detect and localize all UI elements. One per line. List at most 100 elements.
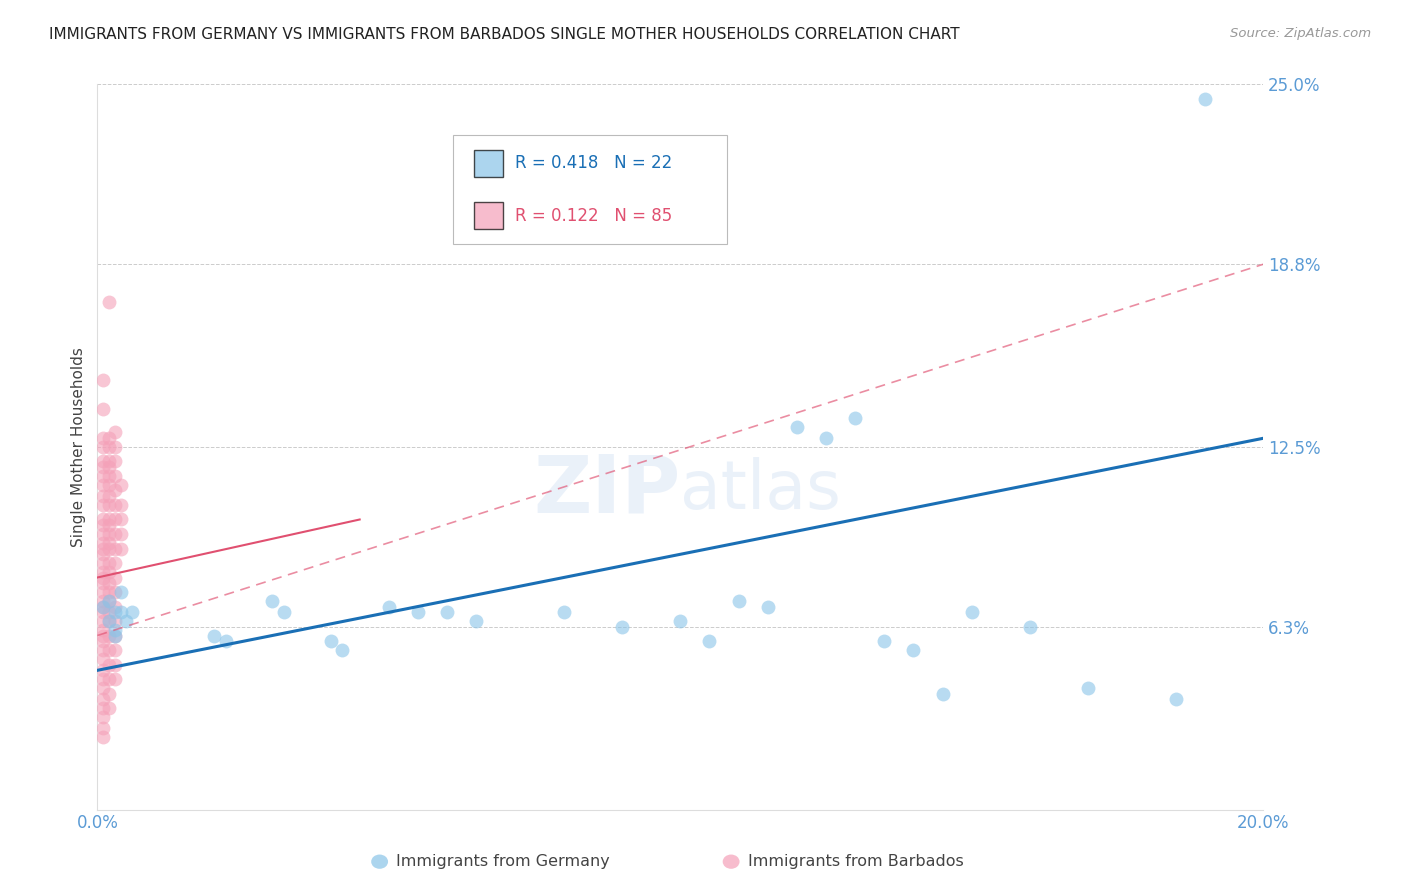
Point bbox=[110, 477, 132, 491]
Point bbox=[98, 460, 121, 475]
Point bbox=[104, 570, 127, 584]
Point bbox=[91, 692, 114, 706]
Point bbox=[98, 489, 121, 503]
Point bbox=[91, 518, 114, 533]
Point bbox=[465, 614, 488, 628]
Point bbox=[104, 469, 127, 483]
Point bbox=[91, 593, 114, 607]
Point bbox=[104, 541, 127, 556]
Point bbox=[1194, 92, 1216, 106]
Point bbox=[98, 477, 121, 491]
Y-axis label: Single Mother Households: Single Mother Households bbox=[72, 347, 86, 547]
Point bbox=[91, 570, 114, 584]
Point bbox=[110, 498, 132, 512]
Point bbox=[98, 593, 121, 607]
Text: ZIP: ZIP bbox=[533, 451, 681, 530]
Point bbox=[903, 643, 925, 657]
Point bbox=[110, 527, 132, 541]
Point bbox=[91, 730, 114, 744]
Point bbox=[319, 634, 342, 648]
Point bbox=[1019, 620, 1042, 634]
Point bbox=[91, 469, 114, 483]
Point bbox=[98, 686, 121, 700]
Point bbox=[98, 431, 121, 445]
Point bbox=[91, 599, 114, 614]
Point bbox=[406, 605, 429, 619]
Text: R = 0.122   N = 85: R = 0.122 N = 85 bbox=[515, 207, 672, 225]
Point bbox=[98, 614, 121, 628]
Point bbox=[110, 605, 132, 619]
Point bbox=[115, 614, 138, 628]
FancyBboxPatch shape bbox=[474, 202, 503, 229]
Point bbox=[330, 643, 353, 657]
Point bbox=[104, 643, 127, 657]
Point bbox=[98, 518, 121, 533]
Point bbox=[98, 605, 121, 619]
Point bbox=[669, 614, 692, 628]
Point bbox=[756, 599, 779, 614]
Point bbox=[104, 498, 127, 512]
Point bbox=[91, 672, 114, 686]
Point bbox=[91, 681, 114, 695]
Point bbox=[960, 605, 983, 619]
Point bbox=[104, 599, 127, 614]
Point bbox=[98, 628, 121, 642]
Point bbox=[91, 440, 114, 454]
Point bbox=[91, 512, 114, 526]
Text: Source: ZipAtlas.com: Source: ZipAtlas.com bbox=[1230, 27, 1371, 40]
Point bbox=[91, 643, 114, 657]
Point bbox=[91, 623, 114, 637]
Point bbox=[98, 565, 121, 579]
Point bbox=[91, 565, 114, 579]
Text: Immigrants from Germany: Immigrants from Germany bbox=[396, 855, 610, 869]
Point bbox=[91, 628, 114, 642]
Point bbox=[98, 701, 121, 715]
Point bbox=[91, 547, 114, 561]
Point bbox=[91, 541, 114, 556]
Point bbox=[91, 722, 114, 736]
Point bbox=[91, 585, 114, 599]
Text: Immigrants from Barbados: Immigrants from Barbados bbox=[748, 855, 963, 869]
Point bbox=[91, 599, 114, 614]
Point bbox=[104, 672, 127, 686]
Point bbox=[104, 623, 127, 637]
Point bbox=[98, 585, 121, 599]
Point bbox=[104, 454, 127, 468]
Point bbox=[91, 651, 114, 665]
Point bbox=[98, 440, 121, 454]
Point bbox=[98, 295, 121, 310]
Point bbox=[91, 402, 114, 417]
Point bbox=[98, 643, 121, 657]
Point bbox=[553, 605, 575, 619]
Point bbox=[98, 469, 121, 483]
Point bbox=[91, 431, 114, 445]
Point bbox=[98, 454, 121, 468]
Point bbox=[273, 605, 295, 619]
Point bbox=[1164, 692, 1187, 706]
Point bbox=[91, 535, 114, 549]
Text: R = 0.418   N = 22: R = 0.418 N = 22 bbox=[515, 154, 672, 172]
Point bbox=[931, 686, 953, 700]
Point bbox=[378, 599, 401, 614]
Point bbox=[262, 593, 284, 607]
Point bbox=[91, 460, 114, 475]
Text: atlas: atlas bbox=[681, 458, 841, 524]
Point bbox=[699, 634, 721, 648]
Point bbox=[91, 605, 114, 619]
Point bbox=[98, 535, 121, 549]
Point bbox=[104, 628, 127, 642]
Point bbox=[104, 605, 127, 619]
Point bbox=[98, 556, 121, 570]
Point bbox=[98, 541, 121, 556]
Point bbox=[91, 710, 114, 724]
Point bbox=[91, 477, 114, 491]
Point bbox=[98, 657, 121, 672]
FancyBboxPatch shape bbox=[453, 136, 727, 244]
Point bbox=[91, 454, 114, 468]
Point bbox=[104, 512, 127, 526]
Point bbox=[104, 585, 127, 599]
Point bbox=[91, 634, 114, 648]
Point bbox=[91, 614, 114, 628]
Point bbox=[98, 593, 121, 607]
Point bbox=[436, 605, 458, 619]
